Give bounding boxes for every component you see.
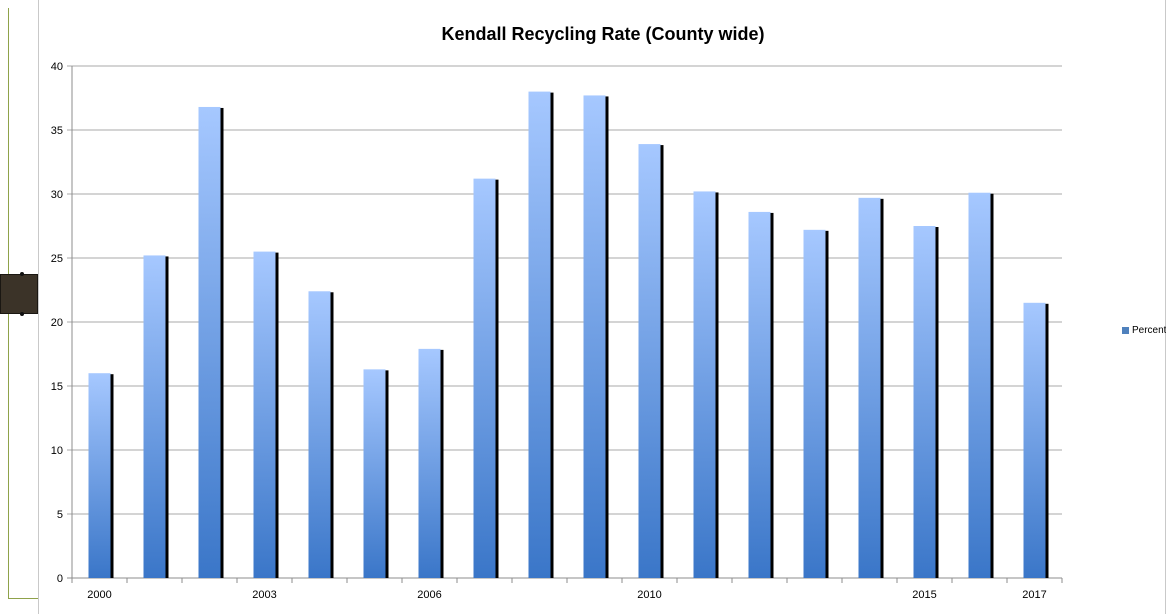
y-tick-label: 35	[51, 125, 63, 137]
x-tick-label: 2003	[252, 589, 276, 601]
bar[interactable]	[88, 373, 111, 578]
bar[interactable]	[253, 251, 276, 578]
bar[interactable]	[308, 291, 331, 578]
bar[interactable]	[473, 178, 496, 578]
chart-container[interactable]: Kendall Recycling Rate (County wide) 0 5 1…	[38, 0, 1166, 614]
x-tick-label: 2017	[1022, 589, 1046, 601]
y-tick-label: 0	[57, 573, 63, 585]
bar[interactable]	[1023, 302, 1046, 578]
legend: Percentage	[1122, 325, 1166, 336]
bar[interactable]	[363, 369, 386, 578]
bar[interactable]	[583, 95, 606, 578]
bar-chart: 0 5 10 15 20 25 30 35 40 2000 2003 2006 2010 2015 2017	[51, 61, 1063, 601]
bar[interactable]	[803, 229, 826, 578]
bar[interactable]	[693, 191, 716, 578]
y-tick-label: 30	[51, 189, 63, 201]
bar[interactable]	[968, 192, 991, 578]
legend-swatch	[1122, 327, 1129, 334]
y-tick-label: 15	[51, 381, 63, 393]
bar[interactable]	[198, 106, 221, 579]
bar[interactable]	[638, 144, 661, 578]
x-tick-label: 2006	[417, 589, 441, 601]
legend-label: Percentage	[1132, 325, 1166, 336]
chart-title: Kendall Recycling Rate (County wide)	[441, 24, 765, 44]
bar[interactable]	[418, 348, 441, 578]
left-handle[interactable]	[0, 272, 38, 316]
y-tick-label: 20	[51, 317, 63, 329]
x-tick-label: 2000	[87, 589, 111, 601]
y-tick-label: 40	[51, 61, 63, 73]
y-tick-label: 10	[51, 445, 63, 457]
bar[interactable]	[748, 211, 771, 579]
y-tick-label: 25	[51, 253, 63, 265]
bar[interactable]	[913, 226, 936, 578]
x-tick-label: 2015	[912, 589, 936, 601]
bar[interactable]	[858, 197, 881, 578]
y-tick-label: 5	[57, 509, 63, 521]
bar[interactable]	[528, 91, 551, 578]
x-tick-label: 2010	[637, 589, 661, 601]
bar[interactable]	[143, 255, 166, 578]
slide-border-bottom	[8, 598, 40, 599]
